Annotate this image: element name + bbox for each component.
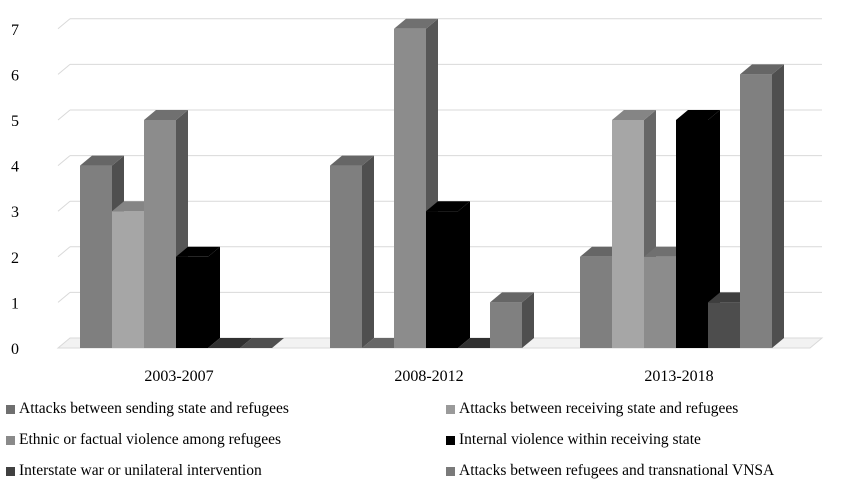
bar <box>240 338 284 348</box>
chart-area: 0 1 2 3 4 5 6 7 2003-2007 2008-2012 2013-2018 <box>11 18 824 385</box>
y-tick-label: 6 <box>11 67 19 84</box>
y-tick-label: 7 <box>11 22 19 39</box>
bar-top <box>330 155 374 166</box>
bar-top <box>676 110 720 120</box>
bar-front <box>580 256 612 348</box>
bar-side <box>208 246 220 348</box>
bar-top <box>208 338 252 348</box>
bar-top <box>240 338 284 348</box>
bar-front <box>708 302 740 348</box>
legend-label: Internal violence within receiving state <box>459 431 701 448</box>
y-tick-label: 4 <box>11 159 19 176</box>
x-tick-label: 2003-2007 <box>144 368 213 385</box>
bar-front <box>644 256 676 348</box>
bar-side <box>772 64 784 349</box>
bar-front <box>740 74 772 349</box>
bar-top <box>612 110 656 120</box>
bar <box>394 18 438 349</box>
bar-front <box>112 211 144 348</box>
gridline-side <box>57 292 71 303</box>
y-tick-label: 2 <box>11 250 19 267</box>
gridline-side <box>57 246 71 258</box>
legend-swatch <box>446 466 455 476</box>
bar <box>612 110 656 348</box>
y-tick-label: 1 <box>11 295 19 312</box>
bar-top <box>80 155 124 166</box>
bars <box>80 18 784 349</box>
legend-swatch <box>446 435 455 445</box>
bar <box>490 292 534 348</box>
legend-label: Attacks between receiving state and refu… <box>459 400 739 417</box>
legend-swatch <box>6 435 15 445</box>
bar-front <box>612 120 644 348</box>
y-axis-ticks: 0 1 2 3 4 5 6 7 <box>11 22 19 358</box>
bar-front <box>676 120 708 348</box>
gridline-side <box>57 64 71 75</box>
bar-top <box>426 201 470 212</box>
bar-front <box>330 165 362 348</box>
legend-item: Attacks between refugees and transnation… <box>446 462 774 480</box>
bar-front <box>176 256 208 348</box>
bar <box>740 64 784 349</box>
legend-label: Ethnic or factual violence among refugee… <box>19 431 282 448</box>
x-tick-label: 2013-2018 <box>644 368 713 385</box>
legend-label: Attacks between sending state and refuge… <box>19 400 289 417</box>
bar-front <box>426 211 458 348</box>
legend-item: Attacks between receiving state and refu… <box>446 400 738 418</box>
bar-side <box>362 155 374 348</box>
bar-front <box>394 28 426 349</box>
bar <box>330 155 374 348</box>
bar-front <box>144 120 176 348</box>
legend-label: Attacks between refugees and transnation… <box>459 462 775 479</box>
legend-item: Ethnic or factual violence among refugee… <box>6 431 281 449</box>
legend-item: Attacks between sending state and refuge… <box>6 400 289 418</box>
bar-front <box>80 165 112 348</box>
bar-top <box>740 64 784 75</box>
gridline-side <box>57 200 71 212</box>
bar-front <box>490 302 522 348</box>
x-axis-ticks: 2003-2007 2008-2012 2013-2018 <box>144 368 713 385</box>
gridline-side <box>57 109 71 121</box>
gridline-side <box>57 18 71 30</box>
legend-swatch <box>446 404 455 414</box>
bar-top <box>490 292 534 303</box>
bar-top <box>176 246 220 257</box>
legend-swatch <box>6 404 15 414</box>
bar <box>176 246 220 348</box>
gridline-side <box>57 155 71 166</box>
y-tick-label: 3 <box>11 204 19 221</box>
bar-top <box>394 18 438 29</box>
bar-side <box>458 201 470 348</box>
bar <box>676 110 720 348</box>
bar-side <box>522 292 534 348</box>
legend-swatch <box>6 466 15 476</box>
legend-item: Interstate war or unilateral interventio… <box>6 462 262 480</box>
y-tick-label: 5 <box>11 113 19 130</box>
bar-top <box>144 110 188 120</box>
y-tick-label: 0 <box>11 341 19 358</box>
legend-item: Internal violence within receiving state <box>446 431 701 449</box>
bar-side <box>708 110 720 348</box>
bar <box>426 201 470 348</box>
x-tick-label: 2008-2012 <box>394 368 463 385</box>
bar <box>208 338 252 348</box>
legend-label: Interstate war or unilateral interventio… <box>19 462 262 479</box>
